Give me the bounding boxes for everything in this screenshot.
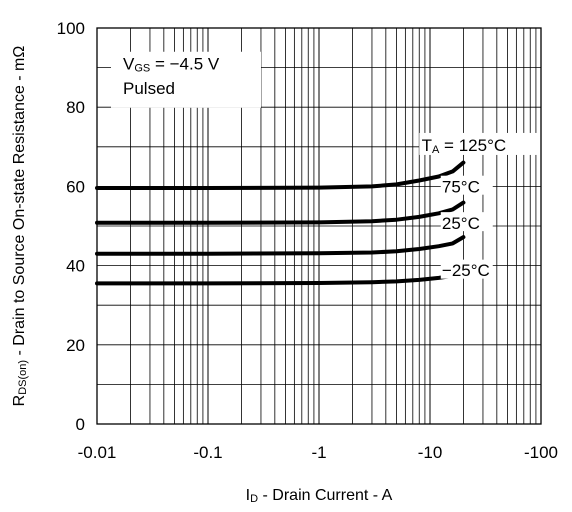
label-box-m25 [440, 259, 493, 279]
x-tick-label: -0.01 [78, 443, 117, 462]
label-part: - Drain Current - A [258, 487, 393, 504]
series-line-1 [95, 200, 466, 225]
label-part: = −4.5 V [150, 55, 220, 74]
plot-frame [96, 27, 542, 425]
x-tick-label: -10 [418, 443, 443, 462]
label-box-75 [440, 175, 493, 195]
y-tick-label: 60 [66, 177, 85, 196]
annotation-box-vgs [111, 51, 261, 108]
label-part: A [432, 144, 440, 156]
series-label-125: TA = 125°C [422, 136, 507, 156]
x-tick-label: -1 [311, 443, 326, 462]
y-tick-label: 100 [57, 19, 85, 38]
series-line-2 [95, 235, 466, 256]
pulsed-annotation: Pulsed [123, 79, 175, 98]
series-label-2: 25°C [442, 214, 480, 233]
label-part: T [422, 136, 432, 155]
label-part: DS(on) [17, 360, 29, 395]
series-line-3 [95, 269, 466, 286]
x-tick-label: -100 [524, 443, 558, 462]
series-label-1: 75°C [442, 177, 480, 196]
label-part: I [246, 487, 250, 504]
label-part: D [250, 493, 258, 505]
label-part: = 125°C [439, 136, 506, 155]
label-box-25 [440, 212, 493, 232]
label-part: V [123, 55, 135, 74]
y-tick-label: 80 [66, 98, 85, 117]
vgs-annotation: VGS = −4.5 V [123, 55, 220, 75]
label-part: - Drain to Source On-state Resistance - … [11, 46, 28, 360]
texts: -0.01 -0.1 -1 -10 -100 0 20 40 60 80 100 ID - Drain… [11, 19, 558, 505]
x-tick-label: -0.1 [193, 443, 222, 462]
y-tick-label: 20 [66, 336, 85, 355]
y-axis-label: RDS(on) - Drain to Source On-state Resis… [11, 46, 29, 407]
label-box-125 [419, 132, 544, 155]
y-tick-label: 40 [66, 257, 85, 276]
annotation-boxes [111, 51, 544, 279]
y-tick-label: 0 [76, 415, 85, 434]
series-label-3: −25°C [442, 261, 490, 280]
x-axis-label: ID - Drain Current - A [246, 487, 393, 505]
series-line-0 [95, 160, 466, 190]
label-part: R [11, 395, 28, 407]
label-part: GS [134, 63, 150, 75]
